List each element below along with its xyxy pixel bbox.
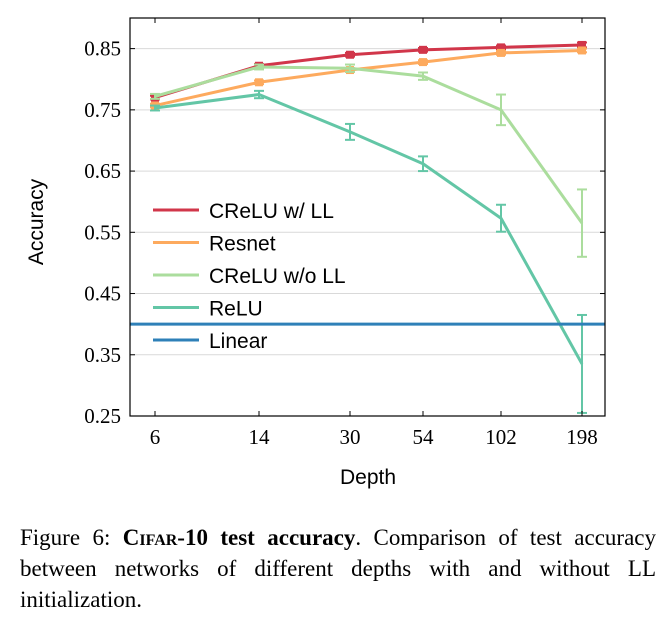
y-tick-label: 0.25 (84, 404, 121, 428)
caption-label: Figure 6: (20, 525, 111, 550)
y-tick-label: 0.45 (84, 282, 121, 306)
x-tick-label: 198 (566, 425, 598, 449)
x-tick-label: 6 (150, 425, 161, 449)
legend-label-linear: Linear (209, 330, 267, 353)
data-point-resnet (255, 78, 263, 87)
y-tick-label: 0.35 (84, 343, 121, 367)
x-tick-label: 102 (485, 425, 517, 449)
x-tick-label: 14 (249, 425, 271, 449)
legend-label-crelu-w-o-ll: CReLU w/o LL (209, 265, 346, 288)
data-point-resnet (419, 58, 427, 67)
series-line-crelu-w-o-ll (154, 65, 584, 224)
data-point-crelu-w-ll (497, 43, 505, 52)
plot-frame (129, 17, 606, 417)
x-tick-label: 30 (340, 425, 361, 449)
data-point-crelu-w-ll (419, 45, 427, 54)
caption-text: . Comparison of test accuracy between ne… (20, 525, 656, 612)
legend-label-resnet: Resnet (209, 233, 276, 256)
series-layer (130, 40, 605, 414)
legend: CReLU w/ LL Resnet CReLU w/o LL ReLU Linear (153, 200, 346, 353)
caption-title: Cifar-10 test accuracy (122, 525, 356, 550)
figure-caption: Figure 6: Cifar-10 test accuracy. Compar… (20, 522, 656, 615)
legend-label-relu: ReLU (209, 298, 263, 321)
axis-layer: 0.25 0.35 0.45 0.55 0.65 0.75 0.85 6 14 30 54 102 19… (84, 18, 605, 449)
y-tick-label: 0.65 (84, 159, 121, 183)
data-point-crelu-w-ll (346, 50, 354, 59)
y-axis-label: Accuracy (25, 178, 48, 265)
series-line-relu (154, 93, 584, 365)
data-point-crelu-w-ll (578, 40, 586, 49)
data-point-resnet (578, 46, 586, 55)
accuracy-chart: 0.25 0.35 0.45 0.55 0.65 0.75 0.85 6 14 30 54 102 19… (25, 17, 606, 489)
legend-label-crelu-w-ll: CReLU w/ LL (209, 200, 334, 223)
y-tick-label: 0.75 (84, 98, 121, 122)
y-tick-label: 0.85 (84, 37, 121, 61)
y-tick-label: 0.55 (84, 220, 121, 244)
series-line-resnet (154, 48, 583, 108)
data-point-resnet (497, 48, 505, 57)
grid-layer (130, 48, 605, 417)
x-tick-label: 54 (413, 425, 435, 449)
x-axis-label: Depth (340, 466, 396, 489)
